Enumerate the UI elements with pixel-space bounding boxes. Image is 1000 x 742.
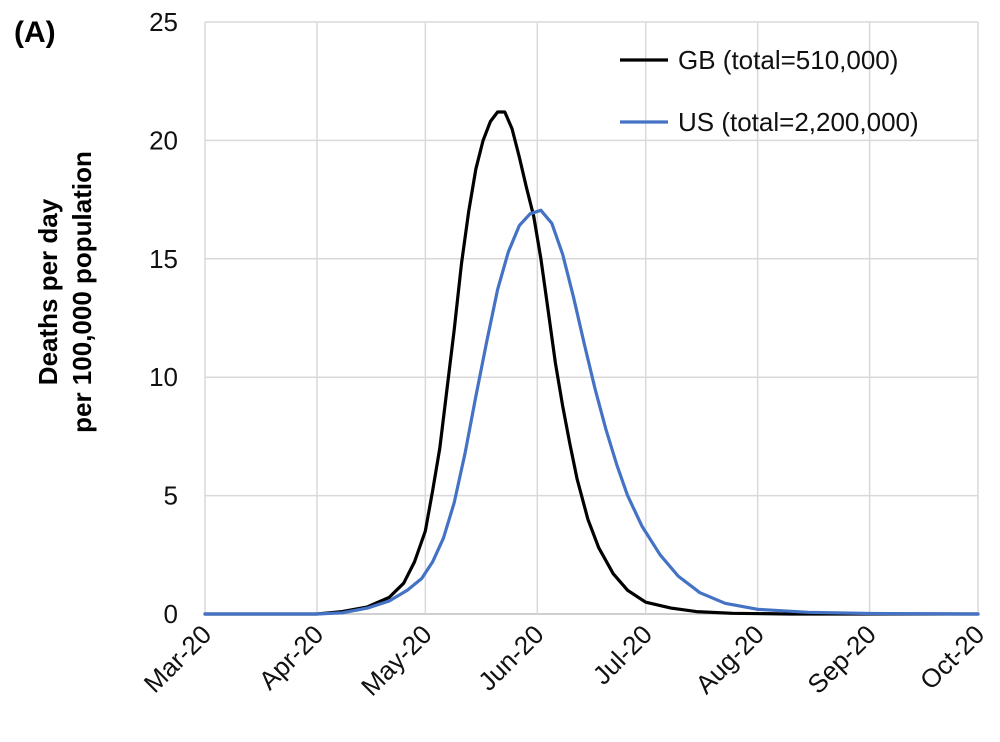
x-tick-label: Sep-20 [801, 619, 881, 699]
y-axis-label: Deaths per day per 100,000 population [33, 151, 97, 433]
plot-area [203, 110, 980, 616]
y-axis-label-line-2: per 100,000 population [67, 151, 97, 433]
y-tick-label: 20 [149, 125, 178, 155]
legend-label: GB (total=510,000) [678, 45, 898, 75]
x-tick-label: May-20 [355, 619, 438, 702]
series-line-us [203, 208, 980, 616]
legend-label: US (total=2,200,000) [678, 107, 919, 137]
y-axis: 0 5 10 15 20 25 [149, 7, 178, 629]
y-axis-label-line-1: Deaths per day [33, 198, 63, 385]
x-tick-label: Apr-20 [253, 619, 329, 695]
x-tick-label: Oct-20 [914, 619, 990, 695]
x-tick-label: Mar-20 [138, 619, 217, 698]
x-axis: Mar-20 Apr-20 May-20 Jun-20 Jul-20 Aug-20 Sep-… [138, 619, 990, 702]
y-tick-label: 10 [149, 362, 178, 392]
panel-label: (A) [14, 16, 56, 49]
legend: GB (total=510,000) US (total=2,200,000) [620, 45, 919, 137]
x-tick-label: Jul-20 [587, 619, 658, 690]
y-tick-label: 0 [164, 599, 178, 629]
x-tick-label: Jun-20 [472, 619, 549, 696]
y-tick-label: 15 [149, 244, 178, 274]
y-tick-label: 5 [164, 481, 178, 511]
x-tick-label: Aug-20 [689, 619, 769, 699]
y-tick-label: 25 [149, 7, 178, 37]
series-line-gb [203, 110, 980, 616]
